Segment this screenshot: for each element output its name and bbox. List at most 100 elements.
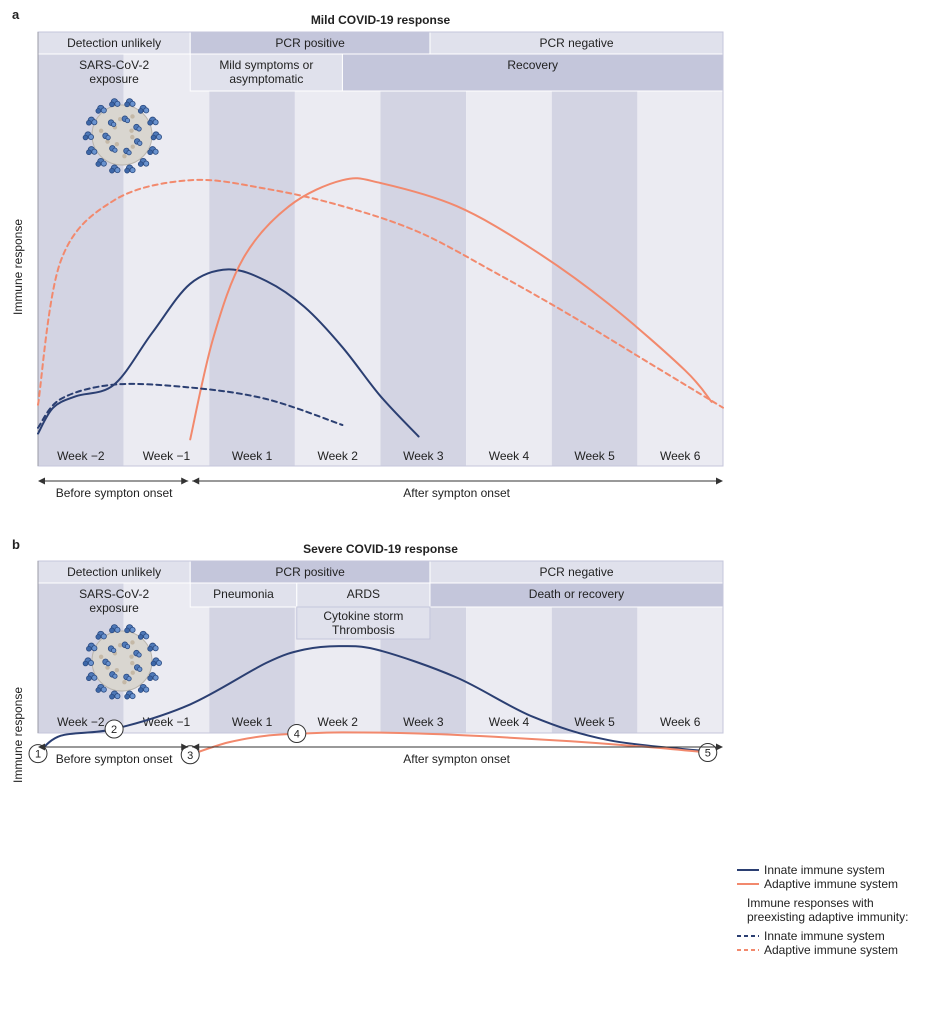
week-band [466,54,552,466]
spike-part [143,686,150,693]
virus-spike [109,164,121,174]
y-axis-label: Immune response [11,687,25,783]
spike-part [91,645,98,652]
virus-dot [130,660,135,666]
virus-spike [150,657,162,667]
virus-dot [98,128,104,133]
spike-part [147,119,153,126]
annotation-label: 3 [187,750,193,762]
panel-letter-a: a [12,7,20,22]
spike-part [91,119,98,126]
spike-part [114,100,121,107]
after-onset-label: After sympton onset [403,486,510,500]
virus-dot [130,114,135,119]
chart-title: Severe COVID-19 response [303,542,458,556]
x-tick-label: Week 4 [489,715,530,729]
adaptive-series-line [189,731,709,756]
arrow-head [181,477,189,485]
spike-part [124,167,130,174]
week-band [551,583,638,733]
spike-part [100,633,107,640]
spike-part [136,652,142,658]
spike-part [114,693,121,700]
chart-title: Mild COVID-19 response [311,13,451,27]
x-tick-label: Week 2 [317,715,358,729]
x-tick-label: Week −2 [57,449,105,463]
header-label: PCR positive [275,36,345,50]
spike-part [143,160,150,167]
spike-part [124,693,130,700]
spike-part [95,634,102,640]
spike-part [124,117,131,124]
header-label: Mild symptoms or [219,58,313,72]
week-band [466,583,552,733]
spike-part [100,107,107,114]
virus-spike [109,690,121,700]
virus-spike [137,157,150,167]
annotation-label: 2 [111,724,117,736]
legend-preexisting-heading: preexisting adaptive immunity: [747,910,908,924]
before-onset-label: Before sympton onset [56,486,173,500]
annotation-label: 1 [35,749,41,761]
spike-part [86,645,92,652]
spike-part [95,687,102,693]
virus-dot [105,139,110,144]
spike-part [150,660,157,667]
week-band [551,54,638,466]
virus-dot [114,667,120,673]
spike-part [136,126,142,132]
header-label: SARS-CoV-2 [79,58,149,72]
virus-spike [86,672,98,682]
virus-spike [109,98,121,108]
header-label: Recovery [507,58,558,72]
header-label: SARS-CoV-2 [79,587,149,601]
virus-spike [95,157,107,167]
spike-part [147,645,153,652]
annotation-marker [698,743,718,763]
spike-part [126,150,132,156]
legend-innate-label: Innate immune system [764,863,885,877]
virus-spike [137,104,150,114]
x-tick-label: Week 3 [403,715,444,729]
x-tick-label: Week 3 [403,449,444,463]
arrow-head [716,743,723,751]
spike-part [86,119,92,126]
x-tick-label: Week −1 [143,449,191,463]
spike-part [112,147,118,153]
spike-part [143,107,150,114]
virus-spike [95,683,107,693]
spike-part [129,693,136,700]
x-tick-label: Week −2 [57,715,105,729]
x-tick-label: Week 1 [232,449,273,463]
spike-part [91,148,98,155]
spike-part [152,119,159,126]
arrow-head [716,477,723,485]
spike-part [95,108,102,114]
legend-adaptive-label: Adaptive immune system [764,877,898,891]
virus-spike [124,690,136,700]
spike-part [129,100,136,107]
x-tick-label: Week 2 [317,449,358,463]
spike-part [152,148,159,155]
virus-spike [109,624,121,634]
arrow-head [192,477,200,485]
header-cell [341,53,724,92]
arrow-head [192,743,200,751]
virus-spike [147,116,159,126]
virus-dot [98,654,104,659]
virus-body [91,104,153,166]
virus-spike [86,116,98,126]
header-label: Pneumonia [213,587,274,601]
virus-spike [95,630,107,640]
week-band [209,583,295,733]
header-label: ARDS [347,587,380,601]
virus-dot [129,128,134,133]
spike-part [100,160,107,167]
spike-part [147,675,153,682]
spike-part [147,149,153,156]
header-cell [189,582,298,608]
header-label: Cytokine storm [323,609,403,623]
virus-body [91,630,153,692]
spike-part [105,135,111,141]
